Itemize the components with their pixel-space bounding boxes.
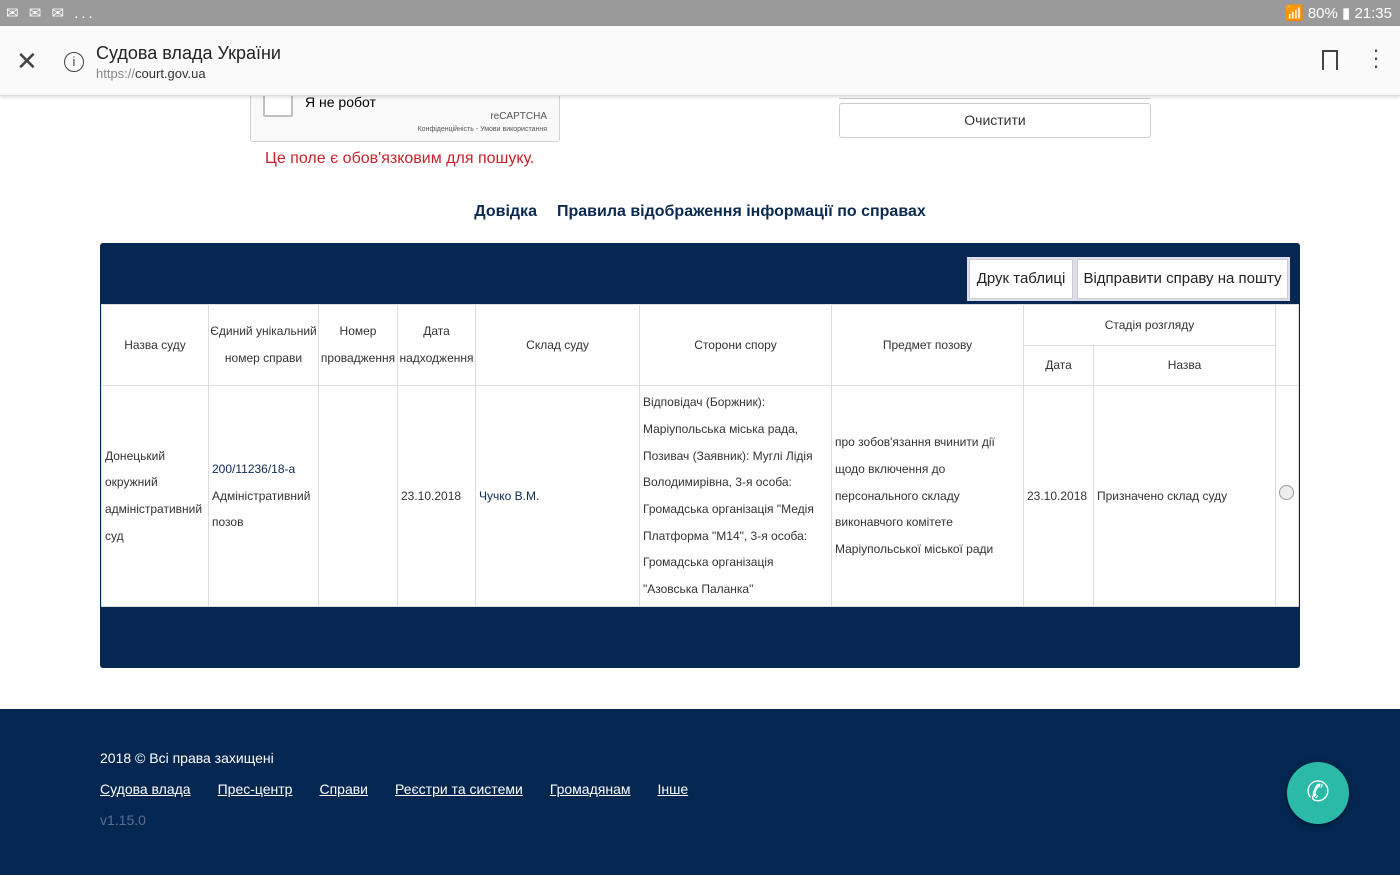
captcha-brand: reCAPTCHA <box>490 111 547 122</box>
cell-parties: Відповідач (Боржник): Маріупольська місь… <box>639 385 832 607</box>
results-table: Назва суду Єдиний унікальний номер справ… <box>101 304 1299 607</box>
status-bar: ✉ ✉ ✉ ... 📶 80% ▮ 21:35 <box>0 0 1400 26</box>
print-table-button[interactable]: Друк таблиці <box>969 259 1073 299</box>
info-links: Довідка Правила відображення інформації п… <box>0 203 1400 221</box>
footer-link-other[interactable]: Інше <box>657 781 689 797</box>
cell-stage-date: 23.10.2018 <box>1023 385 1094 607</box>
status-indicators: 📶 80% ▮ 21:35 <box>1285 5 1392 22</box>
footer-link-citizens[interactable]: Громадянам <box>549 781 631 797</box>
captcha-terms[interactable]: Конфіденційність - Умови використання <box>417 126 547 133</box>
cell-court: Донецький окружний адміністративний суд <box>101 385 209 607</box>
version: v1.15.0 <box>100 812 146 828</box>
header-judges: Склад суду <box>475 304 640 386</box>
error-message: Це поле є обов'язковим для пошуку. <box>265 150 535 167</box>
cell-subject: про зобов'язання вчинити дії щодо включе… <box>831 385 1024 607</box>
clear-button[interactable]: Очистити <box>839 103 1151 138</box>
input-field[interactable] <box>839 96 1151 99</box>
browser-toolbar: ✕ i Судова влада України https://court.g… <box>0 26 1400 96</box>
help-link[interactable]: Довідка <box>474 203 537 220</box>
captcha-label: Я не робот <box>305 94 376 110</box>
footer-links: Судова влада Прес-центр Справи Реєстри та с… <box>100 781 715 797</box>
phone-icon: ✆ <box>1306 776 1330 807</box>
row-select-radio[interactable] <box>1279 484 1294 500</box>
send-case-email-button[interactable]: Відправити справу на пошту <box>1077 259 1288 299</box>
header-subject: Предмет позову <box>831 304 1024 386</box>
footer-link-cases[interactable]: Справи <box>319 781 368 797</box>
cell-proceeding <box>318 385 398 607</box>
header-date-received: Дата надходження <box>397 304 476 386</box>
footer-link-judiciary[interactable]: Судова влада <box>100 781 191 797</box>
page-title: Судова влада України <box>96 43 281 63</box>
header-court: Назва суду <box>101 304 209 386</box>
copyright: 2018 © Всі права захищені <box>100 750 274 766</box>
cell-stage-name: Призначено склад суду <box>1093 385 1276 607</box>
cell-date-received: 23.10.2018 <box>397 385 476 607</box>
header-proceeding: Номер провадження <box>318 304 398 386</box>
notification-icons: ✉ ✉ ✉ ... <box>6 5 96 22</box>
close-icon[interactable]: ✕ <box>16 46 38 76</box>
footer: 2018 © Всі права захищені Судова влада Пр… <box>0 709 1400 875</box>
more-menu-icon[interactable]: · · · <box>1372 37 1380 78</box>
chat-phone-button[interactable]: ✆ <box>1287 762 1349 824</box>
header-stage-date: Дата <box>1023 345 1094 386</box>
header-stage: Стадія розгляду <box>1023 304 1276 346</box>
footer-link-press[interactable]: Прес-центр <box>217 781 293 797</box>
header-parties: Сторони спору <box>639 304 832 386</box>
bookmark-icon[interactable] <box>1322 50 1338 70</box>
url[interactable]: https://court.gov.ua <box>96 66 206 81</box>
case-number-link[interactable]: 200/11236/18-а <box>212 461 296 476</box>
footer-link-registries[interactable]: Реєстри та системи <box>395 781 523 797</box>
rules-link[interactable]: Правила відображення інформації по справ… <box>556 203 926 220</box>
header-case-number: Єдиний унікальний номер справи <box>208 304 319 386</box>
table-row: Донецький окружний адміністративний суд … <box>101 385 1299 607</box>
case-type: Адміністративний позов <box>212 488 311 530</box>
cell-judges: Чучко В.М. <box>475 385 640 607</box>
header-stage-name: Назва <box>1093 345 1276 386</box>
info-icon[interactable]: i <box>64 52 84 72</box>
